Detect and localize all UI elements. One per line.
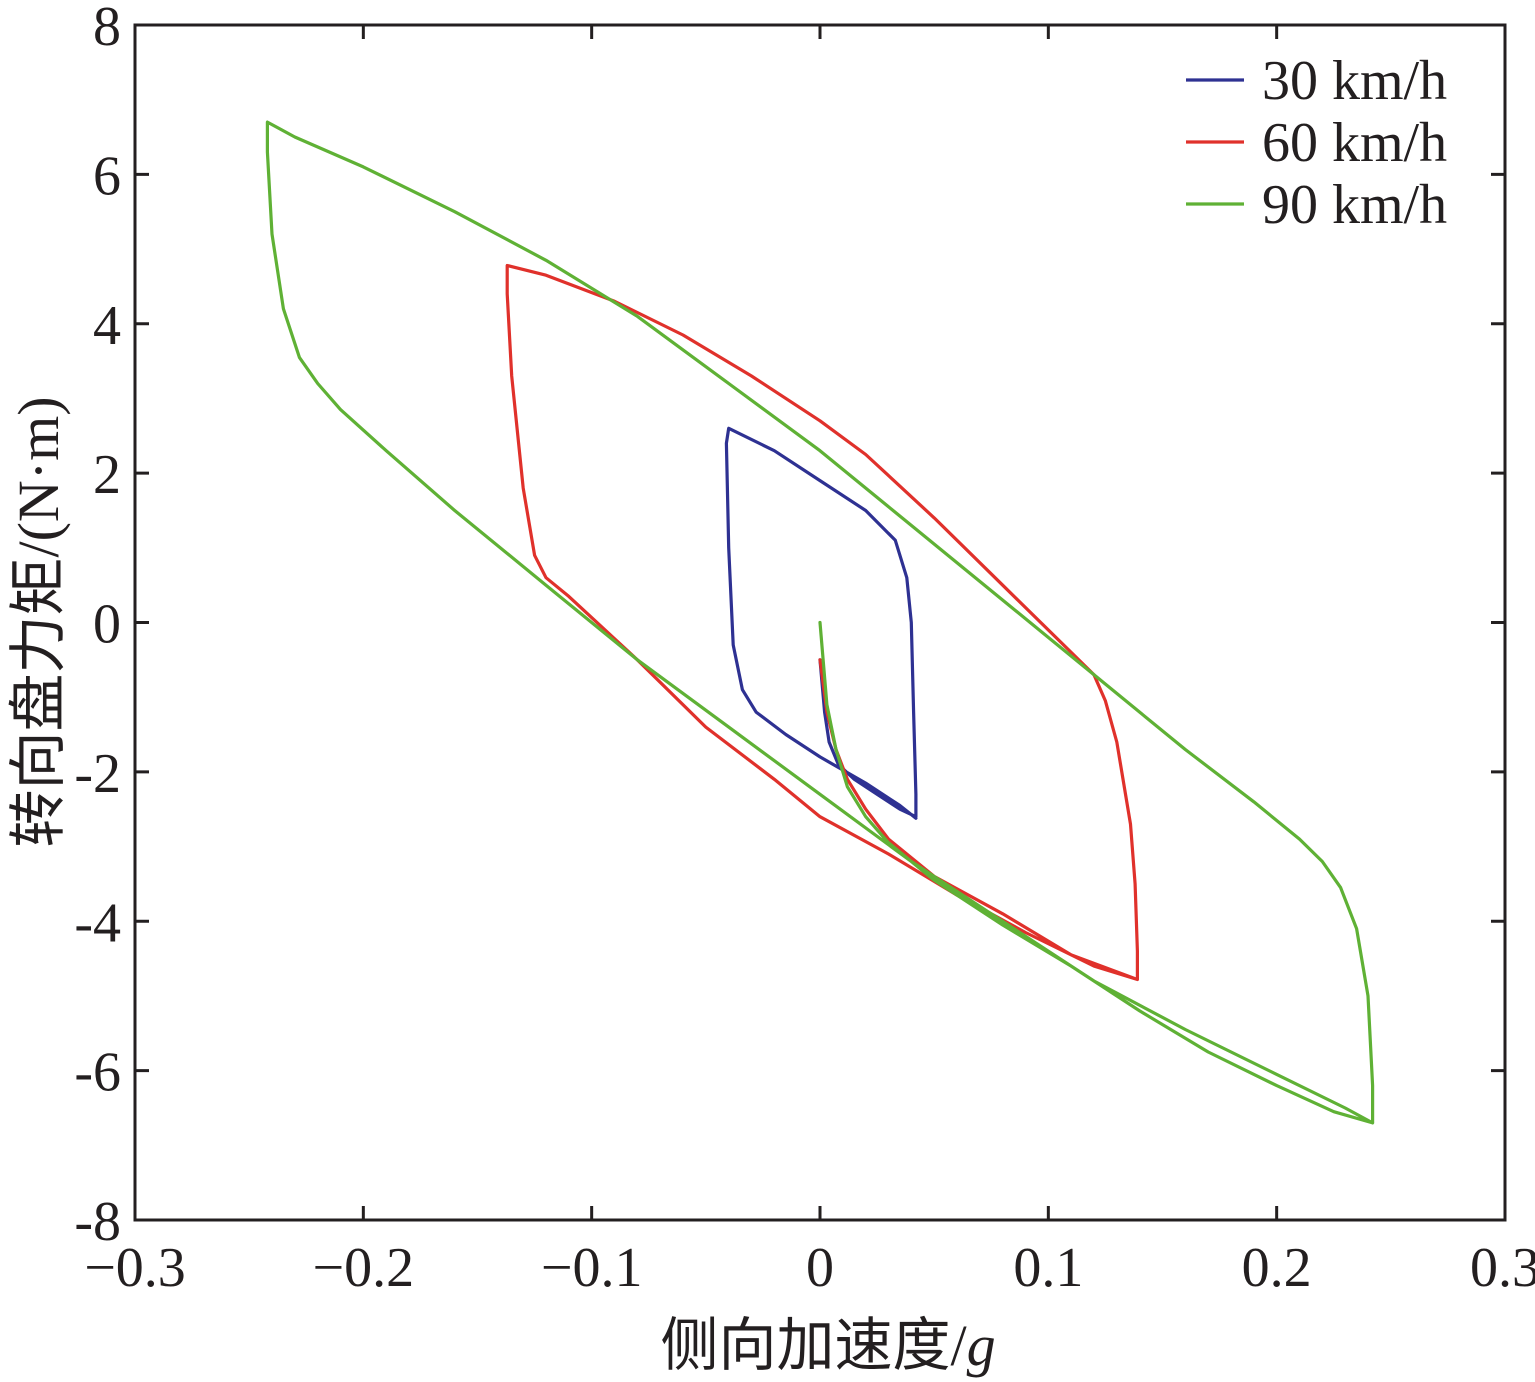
legend: 30 km/h60 km/h90 km/h (1186, 50, 1447, 236)
x-tick-label: 0 (806, 1237, 834, 1299)
y-tick-label: -2 (74, 743, 121, 805)
x-tick-label: −0.2 (313, 1237, 415, 1299)
legend-label: 30 km/h (1262, 50, 1447, 112)
y-tick-label: 0 (93, 594, 121, 656)
y-axis-title: 转向盘力矩/(N·m) (6, 396, 71, 847)
y-tick-label: 4 (93, 295, 121, 357)
legend-label: 90 km/h (1262, 174, 1447, 236)
series-line-30-km-h (724, 426, 918, 820)
x-tick-label: −0.3 (84, 1237, 186, 1299)
x-tick-label: 0.1 (1013, 1237, 1083, 1299)
series-line-90-km-h (265, 120, 1375, 1125)
y-tick-label: 2 (93, 444, 121, 506)
y-tick-label: 8 (93, 0, 121, 58)
legend-label: 60 km/h (1262, 112, 1447, 174)
x-axis-title: 侧向加速度/g (660, 1313, 995, 1378)
series-line-60-km-h (505, 263, 1139, 982)
y-tick-label: -6 (74, 1042, 121, 1104)
x-tick-label: 0.3 (1470, 1237, 1535, 1299)
x-tick-label: −0.1 (541, 1237, 643, 1299)
y-tick-label: 6 (93, 145, 121, 207)
x-tick-label: 0.2 (1242, 1237, 1312, 1299)
x-axis-title-text: 侧向加速度/ (660, 1313, 967, 1378)
y-tick-label: -4 (74, 892, 121, 954)
y-tick-labels: 8 6 4 2 0 -2 -4 -6 -8 (74, 0, 121, 1253)
series-layer (265, 120, 1375, 1125)
x-axis-title-italic: g (967, 1313, 996, 1378)
plot-frame (133, 23, 1507, 1222)
x-tick-labels: −0.3 −0.2 −0.1 0 0.1 0.2 0.3 (84, 1237, 1535, 1299)
y-tick-label: -8 (74, 1191, 121, 1253)
